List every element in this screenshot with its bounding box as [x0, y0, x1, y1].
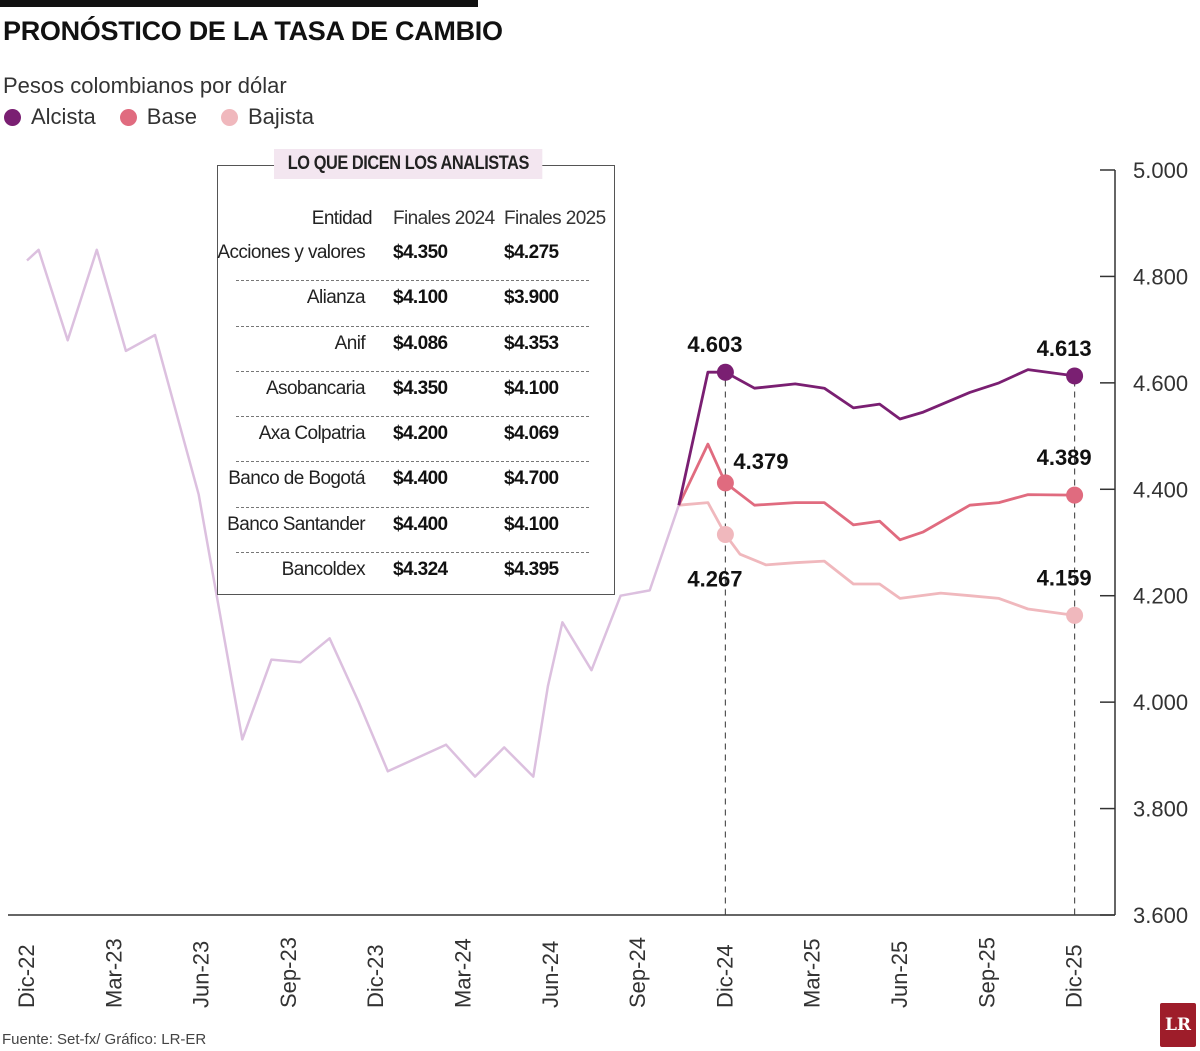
series-line-alcista	[677, 368, 1075, 506]
x-tick-label: Sep-25	[974, 937, 999, 1008]
marker-bajista	[1066, 606, 1084, 624]
row-2025: $4.275	[504, 242, 559, 263]
row-entity: Bancoldex	[281, 559, 366, 581]
y-tick-label: 3.600	[1133, 903, 1188, 928]
history-line	[26, 248, 680, 778]
row-2024: $4.100	[393, 287, 448, 309]
y-tick-label: 5.000	[1133, 158, 1188, 183]
analysts-table-header: Entidad Finales 2024 Finales 2025	[218, 202, 614, 236]
row-2025: $4.700	[504, 468, 559, 490]
header-entity: Entidad	[311, 208, 373, 229]
legend-dot-bajista	[220, 108, 238, 126]
row-2024: $4.400	[393, 468, 448, 490]
table-row: Anif $4.086 $4.353	[236, 327, 589, 372]
legend-label-bajista: Bajista	[247, 104, 314, 129]
x-tick-label: Sep-24	[625, 937, 650, 1008]
x-tick-label: Mar-24	[451, 938, 476, 1008]
marker-base	[716, 474, 734, 492]
legend-item-base: Base	[119, 104, 197, 130]
legend-label-alcista: Alcista	[31, 104, 96, 129]
y-tick-label: 4.000	[1133, 690, 1188, 715]
row-2024: $4.400	[393, 513, 448, 535]
row-2025: $4.353	[504, 332, 559, 354]
row-entity: Axa Colpatria	[258, 423, 366, 445]
x-tick-label: Dic-22	[14, 944, 39, 1008]
data-label: 4.159	[1037, 565, 1092, 590]
x-tick-label: Sep-23	[276, 937, 301, 1008]
x-tick-label: Jun-25	[887, 941, 912, 1008]
data-label: 4.389	[1037, 445, 1092, 470]
chart-subtitle: Pesos colombianos por dólar	[3, 73, 287, 98]
legend: Alcista Base Bajista	[4, 104, 314, 130]
lr-logo: LR	[1160, 1003, 1196, 1047]
table-row: Banco de Bogotá $4.400 $4.700	[228, 462, 589, 508]
row-2025: $4.100	[504, 377, 559, 399]
header-2025: Finales 2025	[504, 208, 606, 229]
legend-item-bajista: Bajista	[220, 104, 314, 130]
row-entity: Alianza	[306, 287, 366, 309]
marker-alcista	[716, 363, 734, 381]
y-tick-label: 4.400	[1133, 477, 1188, 502]
row-2024: $4.086	[393, 332, 448, 354]
row-entity: Asobancaria	[265, 377, 366, 399]
y-tick-label: 4.800	[1133, 264, 1188, 289]
y-tick-label: 3.800	[1133, 797, 1188, 822]
table-row: Alianza $4.100 $3.900	[236, 281, 589, 327]
marker-bajista	[716, 526, 734, 544]
table-row: Banco Santander $4.400 $4.100	[227, 508, 589, 554]
row-2025: $4.100	[504, 513, 559, 535]
analysts-table: Entidad Finales 2024 Finales 2025 Accion…	[217, 202, 614, 597]
source-note: Fuente: Set-fx/ Gráfico: LR-ER	[2, 1031, 207, 1048]
top-accent-bar	[0, 0, 478, 7]
row-2024: $4.350	[393, 377, 448, 399]
table-row: Bancoldex $4.324 $4.395	[236, 553, 589, 597]
x-tick-label: Jun-23	[189, 941, 214, 1008]
x-tick-label: Jun-24	[538, 941, 563, 1008]
legend-label-base: Base	[146, 104, 197, 129]
data-label: 4.613	[1037, 336, 1092, 361]
analysts-box: LO QUE DICEN LOS ANALISTAS Entidad Final…	[217, 149, 615, 597]
x-tick-label: Dic-25	[1062, 944, 1087, 1008]
data-label: 4.603	[687, 332, 742, 357]
legend-dot-alcista	[4, 108, 21, 126]
analysts-box-title: LO QUE DICEN LOS ANALISTAS	[274, 149, 543, 179]
header-2024: Finales 2024	[393, 208, 495, 229]
y-tick-label: 4.600	[1133, 371, 1188, 396]
table-row: Axa Colpatria $4.200 $4.069	[236, 417, 589, 463]
row-2025: $4.069	[504, 423, 559, 445]
row-2024: $4.350	[393, 242, 448, 263]
row-2025: $3.900	[504, 287, 559, 309]
data-label: 4.379	[733, 449, 788, 474]
table-row: Asobancaria $4.350 $4.100	[236, 372, 589, 418]
table-row: Acciones y valores $4.350 $4.275	[217, 236, 589, 282]
data-label: 4.267	[687, 567, 742, 592]
row-entity: Banco Santander	[227, 513, 365, 535]
row-entity: Banco de Bogotá	[228, 468, 365, 490]
x-tick-label: Mar-23	[101, 938, 126, 1008]
row-2024: $4.200	[393, 423, 448, 445]
chart-title: PRONÓSTICO DE LA TASA DE CAMBIO	[3, 16, 503, 46]
x-tick-label: Dic-23	[363, 944, 388, 1008]
x-tick-label: Dic-24	[712, 944, 737, 1008]
legend-item-alcista: Alcista	[4, 104, 96, 130]
row-entity: Acciones y valores	[217, 242, 365, 263]
lr-logo-text: LR	[1164, 1015, 1192, 1035]
y-tick-label: 4.200	[1133, 584, 1188, 609]
row-2025: $4.395	[504, 559, 559, 581]
row-entity: Anif	[334, 332, 366, 354]
marker-alcista	[1066, 367, 1084, 385]
row-2024: $4.324	[393, 559, 448, 581]
marker-base	[1066, 486, 1084, 504]
x-tick-label: Mar-25	[800, 938, 825, 1008]
series-line-bajista	[678, 501, 1075, 617]
legend-dot-base	[119, 108, 137, 126]
